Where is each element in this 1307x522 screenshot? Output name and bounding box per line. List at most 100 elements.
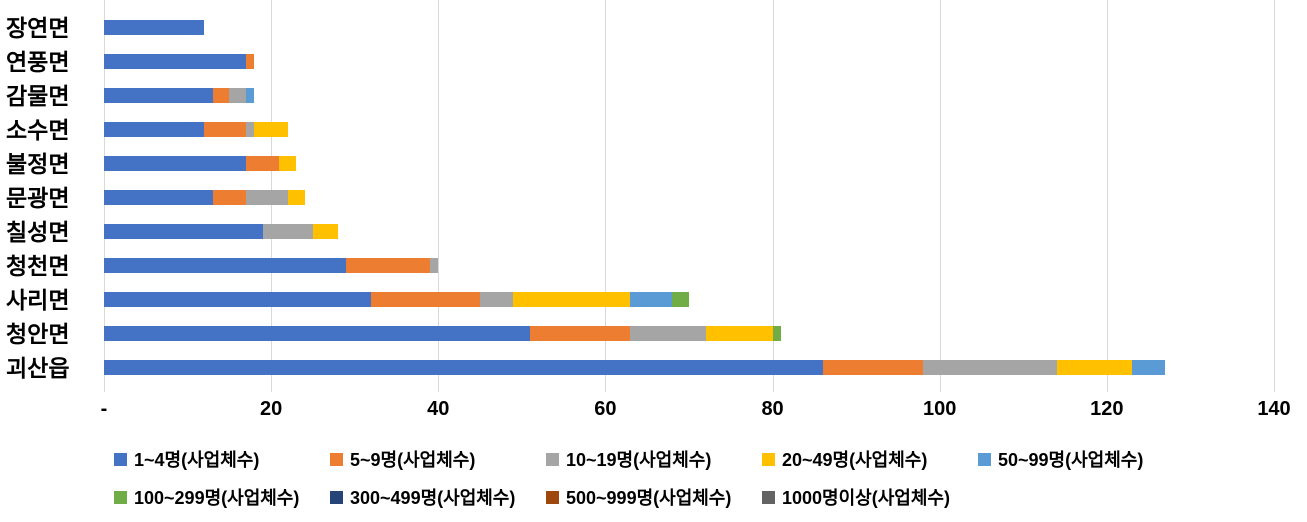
legend-label: 1000명이상(사업체수) — [782, 488, 950, 508]
x-tick-label: 140 — [1257, 398, 1291, 420]
bar-row — [104, 224, 1274, 239]
legend-label: 50~99명(사업체수) — [998, 450, 1144, 470]
bar-segment — [246, 190, 288, 205]
bar-segment — [104, 326, 531, 341]
gridline — [1274, 0, 1275, 392]
gridline — [772, 0, 774, 392]
legend-swatch-icon — [762, 490, 775, 504]
category-label: 사리면 — [6, 286, 70, 313]
x-tick-label: - — [100, 398, 108, 420]
bar-segment — [204, 122, 247, 137]
bar-segment — [104, 122, 205, 137]
bar-row — [104, 360, 1274, 375]
bar-segment — [104, 156, 247, 171]
gridline — [438, 0, 440, 392]
bar-segment — [287, 190, 305, 205]
category-label: 청천면 — [6, 252, 70, 279]
legend-label: 500~999명(사업체수) — [566, 488, 732, 508]
legend-swatch-icon — [114, 490, 127, 504]
bar-row — [104, 122, 1274, 137]
gridline — [605, 0, 607, 392]
bar-row — [104, 292, 1274, 307]
legend-swatch-icon — [546, 452, 559, 466]
bar-segment — [104, 190, 213, 205]
legend-swatch-icon — [546, 490, 559, 504]
category-label: 감물면 — [6, 82, 70, 109]
legend-item: 500~999명(사업체수) — [546, 484, 762, 510]
legend-label: 100~299명(사업체수) — [134, 488, 300, 508]
y-axis-labels: 장연면 연풍면 감물면 소수면 불정면 문광면 칠성면 청천면 사리면 청안면 괴산읍 — [0, 0, 104, 392]
bar-segment — [922, 360, 1057, 375]
category-label: 장연면 — [6, 14, 70, 41]
x-axis: - 20 40 60 80 100 120 140 — [101, 398, 1291, 426]
bar-segment — [262, 224, 313, 239]
bar-segment — [279, 156, 297, 171]
bar-segment — [346, 258, 430, 273]
bar-segment — [104, 20, 205, 35]
legend-swatch-icon — [114, 452, 127, 466]
bar-row — [104, 156, 1274, 171]
bar-segment — [772, 326, 781, 341]
bar-segment — [254, 122, 288, 137]
bar-row — [104, 258, 1274, 273]
bar-segment — [530, 326, 631, 341]
bar-segment — [229, 88, 247, 103]
legend-label: 1~4명(사업체수) — [134, 450, 260, 470]
bar-segment — [104, 292, 372, 307]
legend-item: 100~299명(사업체수) — [114, 484, 330, 510]
category-label: 괴산읍 — [6, 354, 70, 381]
legend-swatch-icon — [330, 490, 343, 504]
legend-item: 1~4명(사업체수) — [114, 446, 330, 472]
legend-swatch-icon — [330, 452, 343, 466]
legend-item: 300~499명(사업체수) — [330, 484, 546, 510]
category-label: 청안면 — [6, 320, 70, 347]
bar-segment — [480, 292, 514, 307]
bar-segment — [822, 360, 923, 375]
category-label: 소수면 — [6, 116, 70, 143]
x-tick-label: 100 — [923, 398, 957, 420]
bar-segment — [371, 292, 481, 307]
legend-label: 20~49명(사업체수) — [782, 450, 928, 470]
category-label: 불정면 — [6, 150, 70, 177]
bar-segment — [104, 258, 347, 273]
bar-segment — [212, 190, 247, 205]
bar-row — [104, 20, 1274, 35]
bar-segment — [630, 326, 706, 341]
x-tick-label: 20 — [260, 398, 283, 420]
legend-swatch-icon — [762, 452, 775, 466]
category-label: 칠성면 — [6, 218, 70, 245]
x-tick-label: 40 — [427, 398, 450, 420]
legend-item: 1000명이상(사업체수) — [762, 484, 978, 510]
bar-row — [104, 190, 1274, 205]
bar-row — [104, 54, 1274, 69]
bar-segment — [104, 88, 213, 103]
bar-segment — [1056, 360, 1132, 375]
gridline — [1106, 0, 1108, 392]
bar-segment — [246, 88, 255, 103]
legend-label: 10~19명(사업체수) — [566, 450, 712, 470]
bar-segment — [246, 156, 280, 171]
bar-segment — [104, 360, 823, 375]
bar-segment — [246, 122, 255, 137]
category-label: 문광면 — [6, 184, 70, 211]
x-tick-label: 80 — [761, 398, 784, 420]
bar-segment — [429, 258, 439, 273]
bar-segment — [312, 224, 338, 239]
legend-item: 50~99명(사업체수) — [978, 446, 1194, 472]
x-tick-label: 60 — [594, 398, 617, 420]
legend-item: 20~49명(사업체수) — [762, 446, 978, 472]
x-tick-label: 120 — [1090, 398, 1124, 420]
gridline — [939, 0, 941, 392]
legend-item: 5~9명(사업체수) — [330, 446, 546, 472]
bar-segment — [672, 292, 689, 307]
bar-segment — [104, 54, 247, 69]
bar-segment — [630, 292, 673, 307]
legend-row-2: 100~299명(사업체수) 300~499명(사업체수) 500~999명(사업체… — [114, 484, 978, 510]
legend-swatch-icon — [978, 452, 991, 466]
bar-segment — [104, 224, 263, 239]
bar-segment — [513, 292, 631, 307]
bar-segment — [1131, 360, 1166, 375]
bar-segment — [212, 88, 230, 103]
legend-item: 10~19명(사업체수) — [546, 446, 762, 472]
